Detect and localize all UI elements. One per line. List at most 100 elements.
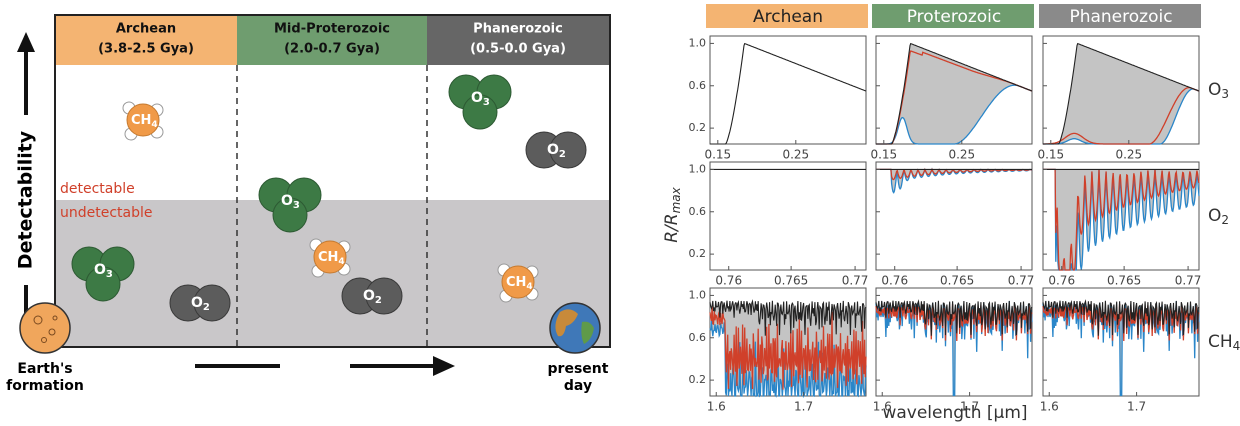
x-tick-label: 0.76 [1048, 274, 1075, 288]
panel [709, 35, 867, 145]
x-tick-label: 0.25 [948, 148, 975, 162]
formula-base: O [94, 262, 106, 278]
oxygen [365, 277, 403, 315]
oxygen [462, 94, 498, 130]
x-tick-label: 0.765 [774, 274, 808, 288]
x-tick-label: 1.6 [873, 400, 892, 414]
formula-sub: 4 [338, 257, 344, 267]
earth-land [581, 321, 594, 344]
difference-fill [1043, 169, 1199, 270]
timeline-frame [54, 14, 611, 348]
earth-land [555, 309, 578, 337]
difference-fill [876, 43, 1032, 144]
x-tick-label: 0.77 [1008, 274, 1035, 288]
formula-base: O [1208, 206, 1221, 226]
formula-sub: 3 [483, 97, 490, 108]
formula-base: CH [131, 113, 151, 128]
formula-sub: 2 [375, 295, 382, 306]
formula: O3 [471, 90, 490, 108]
formula-sub: 3 [106, 269, 113, 280]
era-name: Archean [116, 22, 176, 37]
oxygen [272, 197, 308, 233]
spectrum-black [875, 299, 1033, 336]
spectrum-black [1042, 299, 1200, 336]
x-tick-label: 0.15 [870, 148, 897, 162]
era-name: Phanerozoic [473, 22, 563, 37]
spectrum-red [1043, 168, 1200, 271]
y-tick-label: 0.2 [689, 247, 707, 260]
era-tab-label: Archean [753, 7, 823, 27]
era-tab-label: Proterozoic [907, 7, 1002, 27]
x-tick-label: 0.15 [704, 148, 731, 162]
x-tick-label: 0.15 [1037, 148, 1064, 162]
formula-base: CH [318, 250, 338, 265]
x-tick-label: 1.7 [1127, 400, 1146, 414]
formula-base: CH [506, 275, 526, 290]
y-tick-label: 0.2 [689, 373, 707, 386]
x-axis-label: wavelength [µm] [882, 403, 1027, 423]
y-tick-label: 0.6 [689, 205, 707, 218]
oxygen [85, 266, 121, 302]
formula: CH4 [131, 113, 158, 130]
y-axis-label: Detectability [15, 130, 37, 269]
spectrum-black [709, 299, 867, 336]
formula-base: O [191, 295, 203, 311]
x-tick-label: 0.765 [940, 274, 974, 288]
formula-base: O [363, 288, 375, 304]
carbon [501, 265, 535, 299]
formula-sub: 4 [526, 282, 532, 292]
formula: CH4 [506, 275, 533, 292]
formula-base: O [471, 90, 483, 106]
formula-sub: 3 [293, 200, 300, 211]
x-tick-label: 0.77 [1175, 274, 1202, 288]
x-tick-label: 0.25 [782, 148, 809, 162]
era-tab-label: Phanerozoic [1069, 7, 1172, 27]
difference-fill [1043, 43, 1199, 144]
formula-base: O [281, 193, 293, 209]
detectable-label: detectable [60, 181, 135, 197]
x-tick-label: 1.7 [794, 400, 813, 414]
x-tick-label: 0.765 [1107, 274, 1141, 288]
era-tab [872, 4, 1034, 28]
era-header [237, 15, 427, 65]
y-axis-label: R/Rmax [662, 186, 683, 242]
earth-spot [48, 328, 56, 336]
x-tick-label: 1.6 [707, 400, 726, 414]
formula: O3 [94, 262, 113, 280]
formula-base: R/R [662, 213, 682, 242]
y-tick-label: 1.0 [689, 36, 707, 49]
end-label: day [564, 378, 592, 394]
spectrum-black [710, 42, 867, 145]
formula: O2 [363, 288, 382, 306]
axis-arrow [17, 32, 35, 52]
x-tick-label: 0.76 [881, 274, 908, 288]
era-range: (0.5-0.0 Gya) [470, 42, 566, 57]
formula: O3 [1208, 80, 1229, 101]
formula-sub: 4 [1233, 339, 1240, 353]
formula: CH4 [1208, 332, 1240, 353]
formula-sub: 2 [203, 302, 210, 313]
spectrum-red [1043, 86, 1200, 145]
earth-spot [41, 337, 47, 343]
era-tab [1039, 4, 1201, 28]
era-name: Mid-Proterozoic [274, 22, 390, 37]
y-tick-label: 1.0 [689, 288, 707, 301]
spectrum-blue [876, 84, 1033, 145]
label-bg [280, 352, 350, 380]
spectrum-red [709, 306, 867, 390]
formula-base: CH [1208, 332, 1233, 352]
earth-spot [33, 315, 43, 325]
axis-arrow [433, 356, 455, 376]
era-tab [706, 4, 868, 28]
carbon [126, 103, 160, 137]
x-tick-label: 1.7 [960, 400, 979, 414]
x-tick-label: 0.25 [1115, 148, 1142, 162]
formula-sub: 2 [1221, 213, 1229, 227]
y-tick-label: 1.0 [689, 162, 707, 175]
era-range: (3.8-2.5 Gya) [98, 42, 194, 57]
y-tick-label: 0.2 [689, 121, 707, 134]
spectrum-blue [709, 320, 867, 399]
formula: O2 [1208, 206, 1229, 227]
formula-sub: max [669, 186, 683, 213]
